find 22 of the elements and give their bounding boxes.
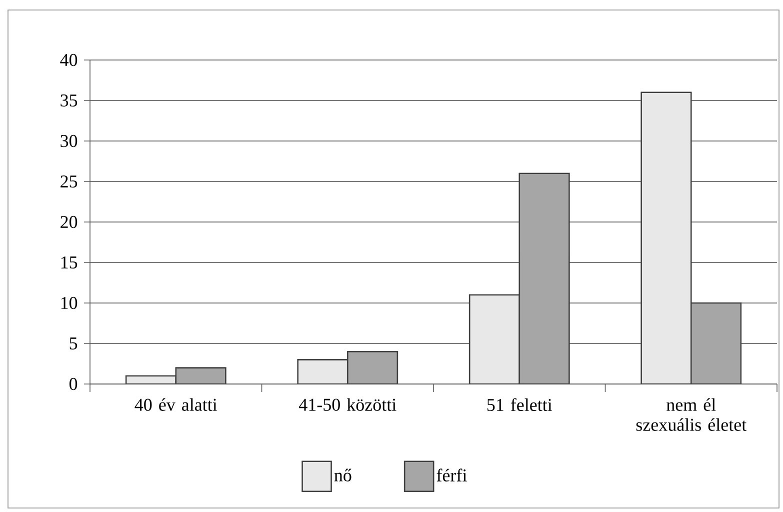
y-tick-label: 35 xyxy=(60,94,78,107)
y-tick-label: 10 xyxy=(61,296,78,310)
bar xyxy=(640,92,692,384)
bar xyxy=(690,302,742,384)
x-tick-label: 51 feletti xyxy=(487,398,552,412)
x-tick-label: 40 év alatti xyxy=(134,398,218,411)
bar xyxy=(346,350,398,384)
y-tick-label: 30 xyxy=(60,134,78,148)
y-tick-label: 15 xyxy=(61,256,78,269)
y-tick-label: 5 xyxy=(70,338,78,350)
y-tick-label: 40 xyxy=(60,54,78,66)
x-tick-label: nem él szexuális életet xyxy=(636,398,747,431)
x-tick-label: 41-50 közötti xyxy=(298,398,396,411)
bar xyxy=(297,359,348,384)
legend-label: nő xyxy=(334,468,352,482)
bar xyxy=(468,294,520,384)
bar xyxy=(175,367,226,384)
y-tick-label: 25 xyxy=(60,175,78,188)
legend-label: férfi xyxy=(436,468,467,482)
y-tick-label: 0 xyxy=(69,378,78,390)
y-tick-label: 20 xyxy=(60,216,78,228)
bar xyxy=(518,172,570,384)
